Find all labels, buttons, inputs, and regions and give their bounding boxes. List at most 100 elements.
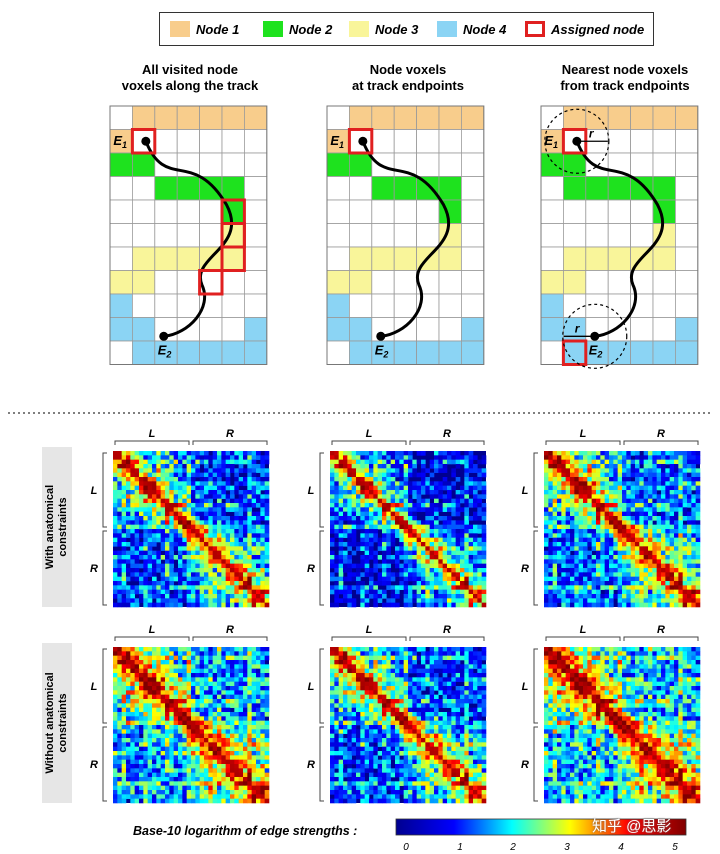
matrix-cell [373, 451, 378, 456]
matrix-cell [382, 533, 387, 538]
matrix-cell [643, 490, 649, 495]
matrix-cell [230, 598, 235, 603]
matrix-cell [204, 477, 209, 482]
matrix-cell [434, 563, 439, 569]
matrix-cell [147, 725, 153, 730]
matrix-cell [455, 503, 461, 508]
matrix-cell [661, 477, 666, 482]
matrix-cell [578, 529, 584, 534]
matrix-cell [230, 729, 235, 734]
matrix-cell [134, 746, 140, 752]
legend-label: Node 1 [196, 21, 240, 37]
matrix-cell [126, 738, 131, 743]
matrix-cell [695, 511, 701, 517]
matrix-cell [460, 542, 465, 547]
matrix-cell [557, 498, 562, 504]
matrix-cell [587, 589, 592, 595]
matrix-cell [364, 598, 370, 603]
matrix-cell [570, 481, 575, 486]
matrix-cell [178, 694, 183, 700]
matrix-cell [643, 464, 649, 469]
matrix-cell [238, 707, 244, 713]
matrix-cell [390, 516, 396, 521]
matrix-cell [195, 568, 200, 573]
matrix-cell [682, 472, 688, 478]
matrix-cell [186, 529, 192, 534]
matrix-cell [373, 472, 378, 478]
matrix-cell [204, 720, 209, 726]
matrix-cell [600, 533, 605, 538]
matrix-cell [557, 546, 562, 551]
matrix-cell [451, 451, 456, 456]
matrix-cell [186, 498, 192, 504]
matrix-cell [600, 555, 605, 560]
matrix-cell [548, 520, 553, 525]
matrix-cell [591, 451, 597, 456]
matrix-cell [182, 651, 187, 656]
matrix-cell [481, 542, 487, 547]
matrix-cell [113, 581, 118, 586]
matrix-cell [691, 533, 696, 538]
matrix-cell [173, 498, 179, 504]
matrix-cell [178, 725, 183, 730]
matrix-cell [656, 472, 662, 478]
matrix-cell [682, 559, 688, 564]
matrix-cell [626, 468, 631, 473]
matrix-cell [678, 490, 683, 495]
voxel [675, 129, 699, 154]
matrix-cell [247, 759, 252, 765]
matrix-cell [425, 468, 430, 473]
matrix-cell [643, 572, 649, 577]
matrix-cell [243, 755, 248, 760]
matrix-cell [212, 455, 218, 460]
matrix-cell [386, 576, 391, 582]
matrix-cell [691, 459, 696, 465]
matrix-cell [191, 494, 196, 499]
matrix-cell [260, 699, 265, 704]
matrix-cell [377, 537, 383, 543]
matrix-cell [609, 459, 614, 465]
matrix-cell [604, 498, 610, 504]
axis-label-l: L [366, 428, 373, 440]
matrix-cell [121, 712, 127, 717]
matrix-cell [204, 568, 209, 573]
voxel [652, 293, 676, 318]
matrix-cell [390, 576, 396, 582]
connectivity-matrix [113, 647, 270, 804]
bracket-side-left [533, 452, 538, 528]
matrix-cell [473, 576, 478, 582]
matrix-cell [143, 660, 148, 665]
matrix-cell [587, 537, 592, 543]
matrix-cell [260, 494, 265, 499]
matrix-cell [447, 490, 452, 495]
matrix-cell [570, 576, 575, 582]
matrix-cell [225, 655, 231, 661]
matrix-cell [652, 546, 657, 551]
matrix-cell [117, 537, 122, 543]
matrix-cell [364, 464, 370, 469]
matrix-cell [212, 598, 218, 603]
matrix-cell [256, 563, 261, 569]
matrix-cell [191, 664, 196, 669]
matrix-cell [134, 759, 140, 765]
matrix-cell [195, 485, 200, 491]
matrix-cell [591, 581, 597, 586]
matrix-cell [617, 546, 623, 551]
matrix-cell [373, 529, 378, 534]
matrix-cell [126, 524, 131, 530]
matrix-cell [230, 550, 235, 556]
matrix-cell [147, 759, 153, 765]
matrix-cell [600, 563, 605, 569]
matrix-cell [182, 751, 187, 756]
matrix-cell [635, 494, 640, 499]
matrix-cell [429, 520, 435, 525]
matrix-cell [251, 729, 257, 734]
matrix-cell [390, 490, 396, 495]
matrix-cell [561, 481, 566, 486]
matrix-cell [565, 464, 571, 469]
matrix-cell [147, 555, 153, 560]
matrix-cell [364, 503, 370, 508]
matrix-cell [178, 742, 183, 747]
matrix-cell [570, 507, 575, 512]
matrix-cell [264, 647, 270, 652]
